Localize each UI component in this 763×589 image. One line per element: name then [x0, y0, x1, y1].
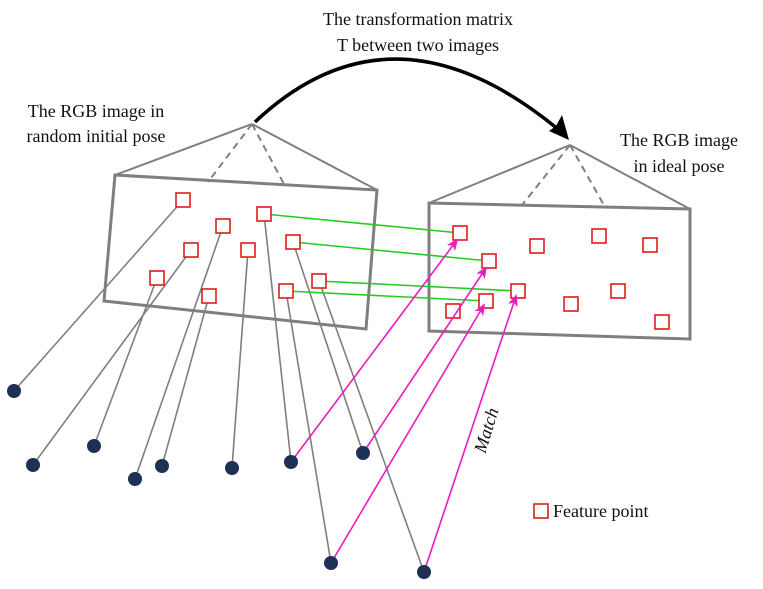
feature-point [529, 238, 545, 254]
legend: Feature point [533, 501, 648, 521]
title-line-1: The transformation matrix [323, 9, 513, 29]
right-image-label-line-1: The RGB image [620, 130, 738, 150]
image-points [7, 384, 431, 579]
transformation-arrow [253, 57, 567, 137]
left-feature-points [149, 192, 327, 304]
projection-lines [13, 199, 425, 573]
match-label: Match [470, 405, 503, 456]
transformation-arrowhead [549, 115, 569, 140]
feature-point [478, 293, 494, 309]
legend-label: Feature point [553, 501, 648, 521]
feature-point [183, 242, 199, 258]
left-image-frame [102, 173, 379, 331]
right-image-frame [427, 201, 692, 341]
right-camera [427, 144, 692, 341]
feature-point [285, 234, 301, 250]
feature-point [563, 296, 579, 312]
image-point [356, 446, 370, 460]
image-point [128, 472, 142, 486]
left-image-label-line-2: random initial pose [27, 126, 166, 146]
right-image-label-line-2: in ideal pose [634, 156, 725, 176]
feature-point [510, 283, 526, 299]
feature-point [452, 225, 468, 241]
feature-point [642, 237, 658, 253]
feature-point [256, 206, 272, 222]
image-point [225, 461, 239, 475]
image-point [87, 439, 101, 453]
title-line-2: T between two images [337, 35, 499, 55]
feature-point [610, 283, 626, 299]
correspondence-lines [263, 213, 519, 302]
legend-feature-icon [533, 503, 549, 519]
feature-point [175, 192, 191, 208]
feature-point [215, 218, 231, 234]
feature-point [654, 314, 670, 330]
left-image-label-line-1: The RGB image in [28, 101, 164, 121]
image-point [155, 459, 169, 473]
feature-point [149, 270, 165, 286]
feature-point [311, 273, 327, 289]
feature-point [591, 228, 607, 244]
image-point [26, 458, 40, 472]
image-point [7, 384, 21, 398]
feature-point [201, 288, 217, 304]
left-camera [102, 123, 379, 331]
image-point [417, 565, 431, 579]
feature-point [481, 253, 497, 269]
match-arrows [290, 238, 518, 573]
right-feature-points [445, 225, 670, 330]
image-point [324, 556, 338, 570]
feature-point [240, 242, 256, 258]
feature-point [278, 283, 294, 299]
image-point [284, 455, 298, 469]
